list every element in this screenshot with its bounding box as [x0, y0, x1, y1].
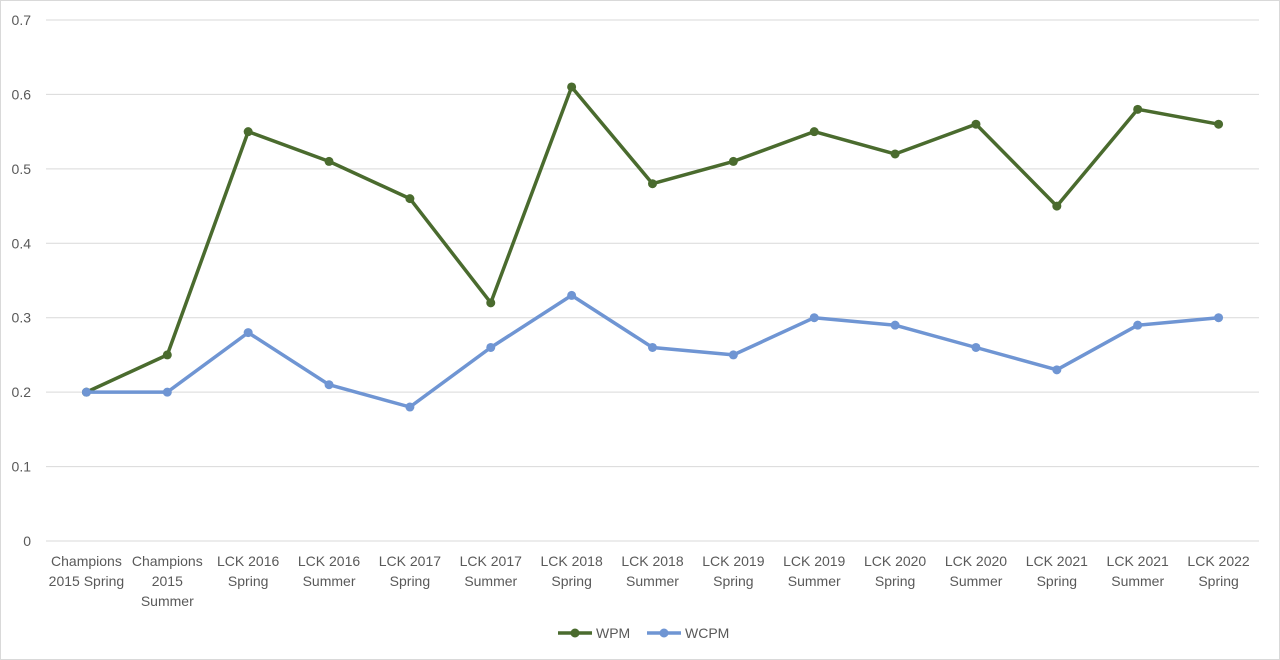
x-tick-label-line: Spring: [228, 573, 268, 589]
y-tick-label: 0.7: [12, 12, 32, 28]
legend-label: WCPM: [685, 625, 729, 641]
data-point: [728, 350, 738, 360]
x-tick-label-line: LCK 2020: [864, 553, 926, 569]
legend-label: WPM: [596, 625, 630, 641]
data-point: [890, 320, 900, 330]
x-tick-label: LCK 2017 Summer: [460, 553, 522, 589]
x-tick-label: LCK 2021 Summer: [1107, 553, 1169, 589]
data-point: [243, 328, 253, 338]
gridlines: [46, 19, 1259, 542]
data-point: [1052, 365, 1062, 375]
y-tick-label: 0.5: [12, 161, 32, 177]
data-point: [405, 402, 415, 412]
legend-marker: [570, 628, 580, 638]
y-axis-tick-labels: 0 0.1 0.2 0.3 0.4 0.5 0.6 0.7: [12, 12, 32, 549]
data-point: [1214, 313, 1224, 323]
x-tick-label-line: Spring: [875, 573, 915, 589]
data-point: [486, 298, 496, 308]
x-tick-label-line: LCK 2022: [1187, 553, 1249, 569]
data-point: [405, 194, 415, 204]
data-point: [162, 387, 172, 397]
data-point: [1052, 201, 1062, 211]
data-point: [890, 149, 900, 159]
data-point: [243, 127, 253, 137]
y-tick-label: 0.2: [12, 384, 32, 400]
x-tick-label-line: Spring: [713, 573, 753, 589]
x-tick-label-line: LCK 2018: [621, 553, 683, 569]
x-tick-label-line: LCK 2019: [783, 553, 845, 569]
data-point: [809, 127, 819, 137]
x-tick-label-line: Summer: [1111, 573, 1164, 589]
y-tick-label: 0.6: [12, 86, 32, 102]
x-tick-label-line: Champions: [132, 553, 203, 569]
x-tick-label: LCK 2021 Spring: [1026, 553, 1088, 589]
x-tick-label-line: LCK 2021: [1107, 553, 1169, 569]
x-tick-label: Champions 2015 Summer: [132, 553, 203, 609]
data-point: [971, 119, 981, 129]
x-tick-label-line: 2015: [152, 573, 183, 589]
data-point: [486, 342, 496, 352]
x-tick-label-line: Summer: [464, 573, 517, 589]
x-tick-label: LCK 2022 Spring: [1187, 553, 1249, 589]
x-tick-label-line: Spring: [551, 573, 591, 589]
x-tick-label: LCK 2018 Spring: [540, 553, 602, 589]
x-tick-label: LCK 2016 Summer: [298, 553, 360, 589]
x-tick-label-line: LCK 2016: [298, 553, 360, 569]
x-tick-label-line: Summer: [950, 573, 1003, 589]
series-wcpm: [81, 290, 1224, 412]
legend: WPM WCPM: [558, 625, 729, 641]
x-tick-label-line: LCK 2021: [1026, 553, 1088, 569]
x-tick-label-line: LCK 2016: [217, 553, 279, 569]
x-tick-label: LCK 2019 Spring: [702, 553, 764, 589]
x-tick-label-line: Summer: [788, 573, 841, 589]
data-point: [809, 313, 819, 323]
x-tick-label-line: Spring: [390, 573, 430, 589]
data-point: [1133, 104, 1143, 114]
y-tick-label: 0.4: [12, 235, 32, 251]
x-tick-label-line: LCK 2017: [379, 553, 441, 569]
x-tick-label-line: 2015 Spring: [49, 573, 125, 589]
x-tick-label: LCK 2020 Summer: [945, 553, 1007, 589]
data-point: [324, 380, 334, 390]
x-tick-label-line: Summer: [141, 593, 194, 609]
data-point: [81, 387, 91, 397]
x-tick-label-line: LCK 2017: [460, 553, 522, 569]
x-tick-label: LCK 2019 Summer: [783, 553, 845, 589]
x-tick-label: LCK 2018 Summer: [621, 553, 683, 589]
data-point: [648, 342, 657, 352]
series-lines: [81, 82, 1224, 412]
x-tick-label-line: Summer: [303, 573, 356, 589]
y-tick-label: 0.1: [12, 459, 32, 475]
x-tick-label-line: Summer: [626, 573, 679, 589]
legend-marker: [659, 628, 669, 638]
x-tick-label-line: Champions: [51, 553, 122, 569]
data-point: [1133, 320, 1143, 330]
x-tick-label-line: Spring: [1198, 573, 1238, 589]
x-tick-label-line: LCK 2019: [702, 553, 764, 569]
data-point: [1214, 119, 1224, 129]
x-tick-label: LCK 2020 Spring: [864, 553, 926, 589]
x-tick-label: LCK 2016 Spring: [217, 553, 279, 589]
legend-item: WPM: [558, 625, 630, 641]
y-tick-label: 0: [23, 533, 31, 549]
data-point: [971, 342, 981, 352]
x-tick-label-line: Spring: [1037, 573, 1077, 589]
data-point: [567, 290, 577, 300]
data-point: [162, 350, 172, 360]
y-tick-label: 0.3: [12, 310, 32, 326]
data-point: [567, 82, 577, 92]
x-tick-label-line: LCK 2018: [540, 553, 602, 569]
x-tick-label: Champions 2015 Spring: [49, 553, 125, 589]
x-tick-label-line: LCK 2020: [945, 553, 1007, 569]
data-point: [728, 156, 738, 166]
x-tick-label: LCK 2017 Spring: [379, 553, 441, 589]
data-point: [324, 156, 334, 166]
legend-item: WCPM: [647, 625, 729, 641]
data-point: [648, 179, 657, 189]
